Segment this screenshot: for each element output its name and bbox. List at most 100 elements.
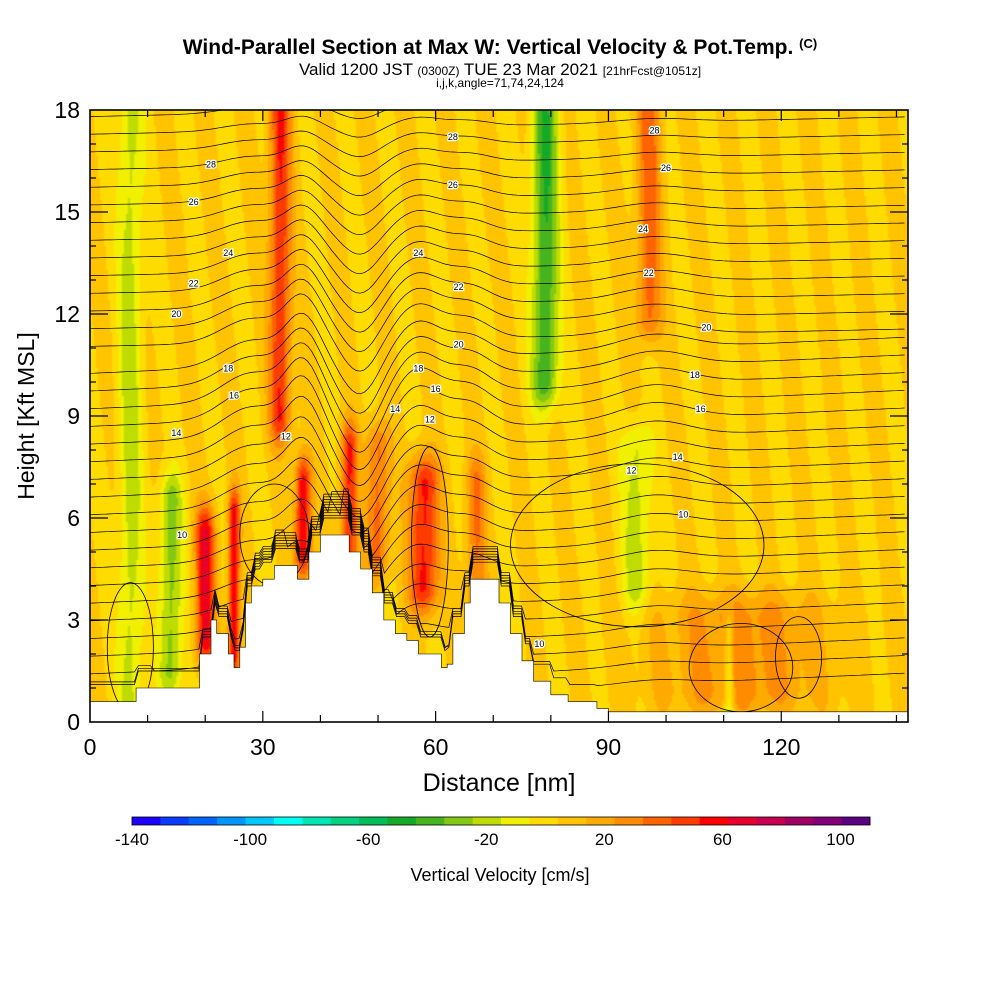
colorbar-swatch bbox=[557, 817, 587, 825]
x-tick-label: 90 bbox=[596, 734, 622, 760]
y-tick-label: 0 bbox=[67, 709, 80, 735]
x-tick-label: 60 bbox=[423, 734, 449, 760]
theta-contour bbox=[89, 375, 905, 471]
valid-time: Valid 1200 JST bbox=[298, 60, 413, 79]
colorbar-swatch bbox=[671, 817, 701, 825]
theta-contour bbox=[89, 278, 905, 353]
contour-label: 12 bbox=[281, 431, 291, 441]
colorbar-swatch bbox=[359, 817, 388, 825]
contour-label: 24 bbox=[638, 224, 648, 234]
theta-contour bbox=[89, 437, 905, 518]
colorbar-swatch bbox=[841, 817, 871, 825]
theta-contours bbox=[89, 109, 905, 686]
contour-label: 16 bbox=[696, 404, 706, 414]
theta-contour bbox=[89, 312, 905, 395]
colorbar-tick-label: -60 bbox=[356, 830, 381, 849]
contour-label: 18 bbox=[413, 363, 423, 373]
colorbar-swatch bbox=[302, 817, 332, 825]
theta-contour bbox=[89, 342, 905, 434]
colorbar-swatch bbox=[586, 817, 615, 825]
contour-label: 20 bbox=[701, 323, 711, 333]
theta-contour bbox=[89, 263, 905, 333]
contour-label: 10 bbox=[678, 510, 688, 520]
vv-contours bbox=[106, 446, 822, 713]
colorbar-swatch bbox=[501, 817, 530, 825]
theta-contour bbox=[89, 327, 905, 414]
contour-label: 14 bbox=[171, 428, 181, 438]
copyright-mark: (C) bbox=[799, 36, 818, 51]
terrain bbox=[89, 534, 909, 723]
y-tick-label: 18 bbox=[54, 97, 80, 123]
chart-subtitle: Valid 1200 JST (0300Z) TUE 23 Mar 2021 [… bbox=[0, 60, 1000, 80]
section-params: i,j,k,angle=71,74,24,124 bbox=[436, 76, 564, 90]
chart-title: Wind-Parallel Section at Max W: Vertical… bbox=[0, 36, 1000, 60]
contour-label: 18 bbox=[690, 370, 700, 380]
theta-contour bbox=[89, 219, 905, 275]
contour-label: 28 bbox=[650, 125, 660, 135]
theta-contour bbox=[89, 457, 905, 534]
contour-label: 12 bbox=[425, 414, 435, 424]
colorbar-swatch bbox=[614, 817, 644, 825]
vv-contour bbox=[510, 463, 765, 628]
colorbar-tick-label: 20 bbox=[595, 830, 614, 849]
colorbar-tick-label: -100 bbox=[233, 830, 267, 849]
contour-label: 26 bbox=[661, 163, 671, 173]
contour-label: 26 bbox=[189, 197, 199, 207]
contour-label: 12 bbox=[626, 465, 636, 475]
axis-ticks: 0 30 60 90 120 0 3 6 9 12 15 18 bbox=[54, 97, 908, 760]
forecast-info: [21hrFcst@1051z] bbox=[602, 64, 702, 78]
theta-contour bbox=[89, 249, 905, 314]
theta-contour bbox=[89, 189, 905, 236]
contour-label: 22 bbox=[189, 278, 199, 288]
contour-label: 10 bbox=[177, 530, 187, 540]
colorbar-swatch bbox=[415, 817, 445, 825]
contour-label: 16 bbox=[229, 391, 239, 401]
colorbar-swatch bbox=[387, 817, 417, 825]
y-axis-label: Height [Kft MSL] bbox=[13, 332, 39, 499]
theta-contour bbox=[89, 145, 905, 177]
colorbar-swatch bbox=[472, 817, 502, 825]
x-tick-label: 120 bbox=[762, 734, 800, 760]
contour-label: 14 bbox=[673, 452, 683, 462]
theta-contour bbox=[89, 478, 905, 549]
colorbar-swatch bbox=[756, 817, 786, 825]
theta-contour bbox=[89, 496, 905, 574]
contour-label: 20 bbox=[454, 340, 464, 350]
title-text: Wind-Parallel Section at Max W: Vertical… bbox=[182, 36, 794, 59]
y-tick-label: 12 bbox=[54, 301, 80, 327]
vv-contour bbox=[411, 446, 449, 638]
theta-contour bbox=[90, 517, 905, 686]
y-tick-label: 9 bbox=[67, 403, 80, 429]
colorbar-tick-label: 100 bbox=[826, 830, 854, 849]
theta-contour bbox=[89, 395, 905, 486]
theta-contour bbox=[89, 507, 905, 639]
contour-label: 28 bbox=[206, 159, 216, 169]
contour-label: 18 bbox=[223, 363, 233, 373]
colorbar-frame bbox=[131, 816, 871, 826]
colorbar-swatch bbox=[245, 817, 275, 825]
theta-contour bbox=[90, 234, 905, 294]
x-axis-label: Distance [nm] bbox=[423, 769, 576, 797]
colorbar-swatch bbox=[813, 817, 843, 825]
colorbar-swatch bbox=[160, 817, 190, 825]
colorbar-tick-label: -20 bbox=[474, 830, 499, 849]
colorbar-swatch bbox=[699, 817, 729, 825]
theta-contour-labels: 10 14 12 16 18 20 22 24 26 28 28 26 24 22 20 18 16 14 12 28… bbox=[170, 124, 712, 650]
colorbar-swatch bbox=[444, 817, 474, 825]
y-tick-label: 15 bbox=[54, 199, 80, 225]
valid-date: TUE 23 Mar 2021 bbox=[463, 60, 599, 79]
colorbar: -140 -100 -60 -20 20 60 100 bbox=[115, 816, 871, 849]
colorbar-swatch bbox=[728, 817, 757, 825]
theta-contour bbox=[90, 160, 905, 196]
contour-label: 26 bbox=[448, 180, 458, 190]
vv-contour bbox=[775, 616, 822, 699]
contour-label: 14 bbox=[390, 404, 400, 414]
theta-contour bbox=[90, 514, 905, 683]
contour-label: 24 bbox=[223, 248, 233, 258]
colorbar-tick-label: -140 bbox=[115, 830, 149, 849]
colorbar-swatch bbox=[784, 817, 814, 825]
colorbar-swatch bbox=[132, 817, 161, 825]
y-tick-label: 6 bbox=[67, 505, 80, 531]
contour-label: 10 bbox=[534, 639, 544, 649]
